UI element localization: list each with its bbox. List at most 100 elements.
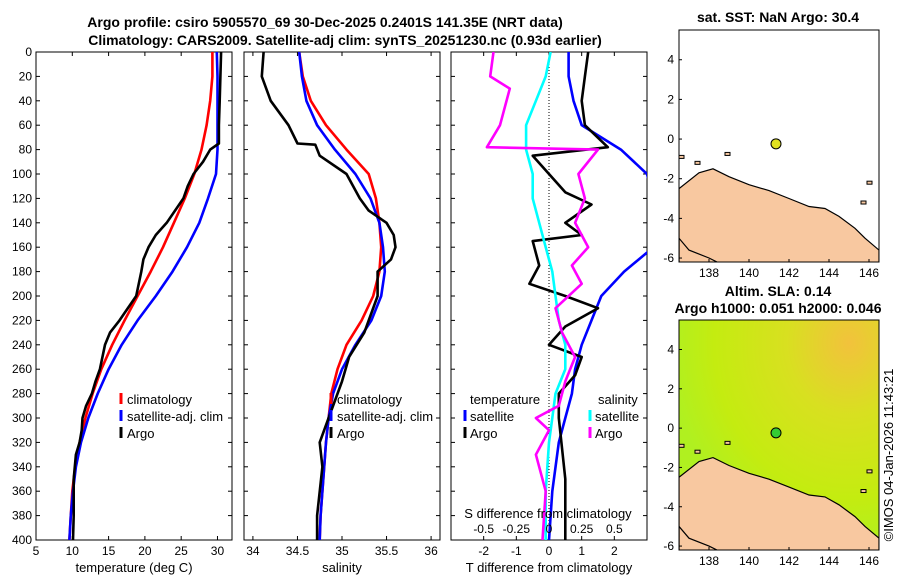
y-tick-label: -2 bbox=[663, 460, 674, 474]
x-tick-label: 30 bbox=[211, 544, 225, 558]
x2-axis-label: S difference from climatology bbox=[464, 506, 632, 521]
x-axis-label: salinity bbox=[322, 560, 362, 575]
x-tick-label: 35.5 bbox=[375, 544, 399, 558]
figure-title-line1: Argo profile: csiro 5905570_69 30-Dec-20… bbox=[87, 14, 562, 30]
map-title: Argo h1000: 0.051 h2000: 0.046 bbox=[674, 300, 881, 316]
y-tick-label: -4 bbox=[663, 211, 674, 225]
plot-frame bbox=[35, 51, 233, 541]
panel-sst_map: 138 140 142 144 146 -6 -4 -2 0 2 4 sat. SST: NaN Ar… bbox=[663, 9, 880, 280]
y-tick-label: 0 bbox=[667, 421, 674, 435]
y-tick-label: 260 bbox=[12, 362, 32, 376]
y-tick-label: 60 bbox=[19, 118, 33, 132]
y-tick-label: 20 bbox=[19, 69, 33, 83]
y-tick-label: -2 bbox=[663, 172, 674, 186]
x2-tick-label: 0.25 bbox=[570, 522, 594, 536]
x-tick-label: 10 bbox=[66, 544, 80, 558]
y-tick-label: -6 bbox=[663, 539, 674, 553]
x-tick-label: 140 bbox=[739, 554, 759, 568]
y-tick-label: 320 bbox=[12, 435, 32, 449]
map-frame bbox=[678, 29, 880, 263]
island bbox=[694, 449, 701, 454]
legend-label: satellite-adj. clim bbox=[337, 409, 433, 424]
argo-position-marker bbox=[770, 427, 782, 439]
x-tick-label: 142 bbox=[779, 266, 799, 280]
legend-title-salinity: salinity bbox=[598, 392, 638, 407]
map-title: sat. SST: NaN Argo: 30.4 bbox=[697, 9, 859, 25]
y-tick-label: 2 bbox=[667, 92, 674, 106]
island bbox=[866, 469, 873, 474]
y-tick-label: 340 bbox=[12, 460, 32, 474]
y-tick-label: 0 bbox=[667, 132, 674, 146]
series-line-salinity-argo bbox=[485, 52, 600, 540]
island bbox=[860, 489, 867, 494]
y-tick-label: 240 bbox=[12, 338, 32, 352]
y-tick-label: 0 bbox=[25, 45, 32, 59]
x-tick-label: 5 bbox=[33, 544, 40, 558]
x-tick-label: 146 bbox=[859, 554, 879, 568]
island bbox=[860, 200, 867, 205]
y-tick-label: 220 bbox=[12, 313, 32, 327]
y-tick-label: 380 bbox=[12, 509, 32, 523]
legend-label: Argo bbox=[127, 426, 154, 441]
x-axis-label: temperature (deg C) bbox=[75, 560, 192, 575]
island bbox=[724, 440, 731, 445]
x-tick-label: 2 bbox=[611, 544, 618, 558]
copyright-stamp: ©IMOS 04-Jan-2026 11:43:21 bbox=[881, 369, 896, 542]
x2-tick-label: -0.25 bbox=[503, 522, 531, 536]
y-tick-label: 80 bbox=[19, 143, 33, 157]
x-tick-label: 36 bbox=[424, 544, 438, 558]
series-group bbox=[260, 52, 397, 540]
x-tick-label: -1 bbox=[511, 544, 522, 558]
legend-label: satellite bbox=[595, 409, 639, 424]
series-line-temperature-argo bbox=[528, 52, 610, 540]
x2-tick-label: 0 bbox=[546, 522, 553, 536]
x-tick-label: 34 bbox=[246, 544, 260, 558]
panel-difference: -2 -1 0 1 2 T difference from climatology temp… bbox=[450, 51, 648, 575]
x-tick-label: 138 bbox=[699, 266, 719, 280]
land-mass bbox=[679, 168, 879, 262]
panel-sla_map: 138 140 142 144 146 -6 -4 -2 0 2 4 Altim. SLA: 0.14… bbox=[663, 283, 881, 568]
y-tick-label: 200 bbox=[12, 289, 32, 303]
x-tick-label: 146 bbox=[859, 266, 879, 280]
series-group bbox=[485, 52, 647, 540]
legend-label: Argo bbox=[470, 426, 497, 441]
y-tick-label: 280 bbox=[12, 387, 32, 401]
panel-salinity: 34 34.5 35 35.5 36 salinity climatology satelli… bbox=[243, 51, 441, 575]
series-line-salinity-satellite bbox=[524, 52, 567, 540]
x-tick-label: 140 bbox=[739, 266, 759, 280]
legend-label: Argo bbox=[337, 426, 364, 441]
y-tick-label: -6 bbox=[663, 251, 674, 265]
coastline-south bbox=[679, 237, 719, 262]
x-tick-label: 1 bbox=[578, 544, 585, 558]
x-tick-label: 34.5 bbox=[286, 544, 310, 558]
legend-label: climatology bbox=[337, 392, 403, 407]
y-tick-label: 400 bbox=[12, 533, 32, 547]
x2-tick-label: 0.5 bbox=[606, 522, 623, 536]
legend-title-temperature: temperature bbox=[470, 392, 540, 407]
legend-label: climatology bbox=[127, 392, 193, 407]
y-tick-label: 140 bbox=[12, 216, 32, 230]
island bbox=[679, 154, 685, 159]
legend-label: satellite bbox=[470, 409, 514, 424]
y-tick-label: 100 bbox=[12, 167, 32, 181]
y-tick-label: 4 bbox=[667, 342, 674, 356]
plot-frame bbox=[243, 51, 441, 541]
y-tick-label: 360 bbox=[12, 484, 32, 498]
argo-position-marker bbox=[770, 138, 782, 150]
y-tick-label: 4 bbox=[667, 53, 674, 67]
map-title: Altim. SLA: 0.14 bbox=[725, 283, 832, 299]
series-line-satellite-adj-clim bbox=[68, 52, 219, 540]
legend-label: Argo bbox=[595, 426, 622, 441]
x-tick-label: 15 bbox=[102, 544, 116, 558]
x-tick-label: 144 bbox=[819, 266, 839, 280]
x-tick-label: -2 bbox=[478, 544, 489, 558]
series-line-satellite-adj-clim bbox=[297, 52, 387, 540]
map-geography bbox=[679, 151, 879, 262]
x-tick-label: 138 bbox=[699, 554, 719, 568]
figure-title-line2: Climatology: CARS2009. Satellite-adj cli… bbox=[88, 32, 602, 48]
y-tick-label: 2 bbox=[667, 382, 674, 396]
y-tick-label: 180 bbox=[12, 265, 32, 279]
island bbox=[679, 443, 685, 448]
island bbox=[866, 180, 873, 185]
